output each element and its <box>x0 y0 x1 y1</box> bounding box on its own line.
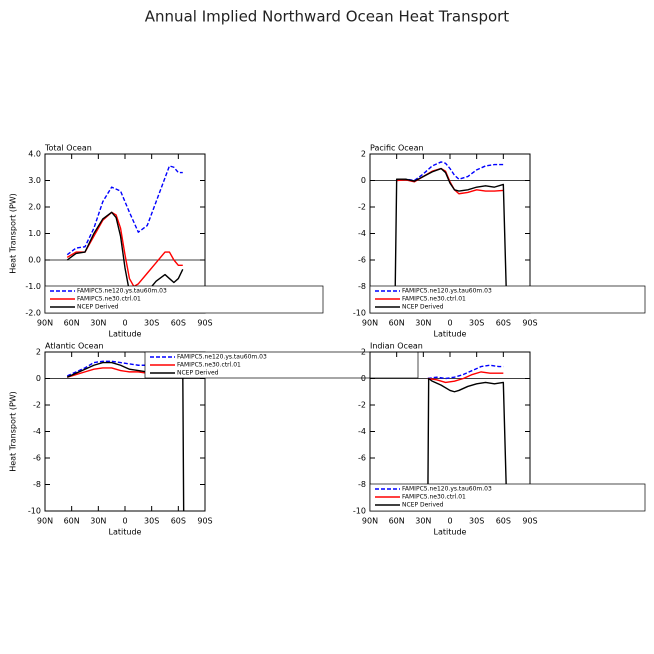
y-tick-label: 2 <box>361 150 366 159</box>
x-axis-label: Latitude <box>109 330 142 339</box>
panel-title: Total Ocean <box>44 144 92 153</box>
series-line <box>66 165 183 256</box>
legend-label: FAMIPC5.ne30.ctrl.01 <box>77 296 141 303</box>
x-axis-label: Latitude <box>434 528 467 537</box>
series-line <box>66 211 183 288</box>
x-tick-label: 60N <box>389 517 405 526</box>
x-tick-label: 60N <box>64 319 80 328</box>
legend-label: NCEP Derived <box>402 502 444 509</box>
y-tick-label: -10 <box>353 309 366 318</box>
y-tick-label: -2 <box>358 203 366 212</box>
y-tick-label: 1.0 <box>28 229 41 238</box>
panel: Total Ocean 90N 60N 30N 0 30S 60S 90S -2.0 -1.0 0.… <box>9 144 324 339</box>
y-tick-label: -2.0 <box>25 309 41 318</box>
legend-box <box>369 483 646 512</box>
x-tick-label: 30S <box>144 319 159 328</box>
panel: Pacific Ocean 90N 60N 30N 0 30S 60S 90S -10 -8 -6 -… <box>353 144 646 339</box>
legend-label: FAMIPC5.ne120.ys.tau60m.03 <box>402 288 492 295</box>
y-tick-label: 2 <box>36 348 41 357</box>
y-tick-label: -8 <box>358 282 366 291</box>
legend-label: FAMIPC5.ne120.ys.tau60m.03 <box>177 354 267 361</box>
y-axis-label: Heat Transport (PW) <box>9 193 18 274</box>
panel-title: Pacific Ocean <box>370 144 424 153</box>
x-axis-label: Latitude <box>109 528 142 537</box>
plot-frame <box>44 351 206 512</box>
y-tick-label: -6 <box>358 454 366 463</box>
series-line <box>394 167 508 314</box>
x-tick-label: 60S <box>496 319 511 328</box>
x-tick-label: 90N <box>37 319 53 328</box>
legend-box <box>369 285 646 314</box>
y-tick-label: -4 <box>358 229 366 238</box>
x-tick-label: 60S <box>171 319 186 328</box>
panel-title: Atlantic Ocean <box>45 342 104 351</box>
y-tick-label: 4.0 <box>28 150 41 159</box>
x-tick-label: 30N <box>90 517 106 526</box>
series-line <box>427 364 504 380</box>
panel: Indian Ocean 90N 60N 30N 0 30S 60S 90S -10 -8 -6 -4… <box>353 342 646 537</box>
legend-label: FAMIPC5.ne30.ctrl.01 <box>177 362 241 369</box>
x-axis-label: Latitude <box>434 330 467 339</box>
legend-label: FAMIPC5.ne30.ctrl.01 <box>402 494 466 501</box>
y-tick-label: -1.0 <box>25 282 41 291</box>
series-line <box>427 371 504 384</box>
x-tick-label: 0 <box>447 517 452 526</box>
x-tick-label: 30N <box>415 319 431 328</box>
x-tick-label: 90N <box>362 319 378 328</box>
y-tick-label: -10 <box>28 507 41 516</box>
y-tick-label: -8 <box>33 480 41 489</box>
legend-label: NCEP Derived <box>177 370 219 377</box>
x-tick-label: 60S <box>171 517 186 526</box>
x-tick-label: 60N <box>64 517 80 526</box>
x-tick-label: 60N <box>389 319 405 328</box>
y-tick-label: -8 <box>358 480 366 489</box>
x-tick-label: 0 <box>447 319 452 328</box>
legend-label: FAMIPC5.ne120.ys.tau60m.03 <box>402 486 492 493</box>
y-tick-label: 0 <box>361 176 366 185</box>
y-tick-label: -4 <box>358 427 366 436</box>
x-tick-label: 90N <box>362 517 378 526</box>
y-tick-label: 2.0 <box>28 203 41 212</box>
x-tick-label: 90S <box>522 517 537 526</box>
x-tick-label: 30N <box>90 319 106 328</box>
y-tick-label: -10 <box>353 507 366 516</box>
y-tick-label: 3.0 <box>28 176 41 185</box>
legend-label: FAMIPC5.ne30.ctrl.01 <box>402 296 466 303</box>
y-tick-label: 0.0 <box>28 256 41 265</box>
y-tick-label: 2 <box>361 348 366 357</box>
x-tick-label: 90N <box>37 517 53 526</box>
y-axis-label: Heat Transport (PW) <box>9 391 18 472</box>
x-tick-label: 90S <box>197 517 212 526</box>
legend-box <box>144 351 419 379</box>
x-tick-label: 0 <box>122 517 127 526</box>
legend-label: NCEP Derived <box>77 304 119 311</box>
y-tick-label: -2 <box>33 401 41 410</box>
series-line <box>66 360 179 377</box>
panel: Atlantic Ocean 90N 60N 30N 0 30S 60S 90S -10 -8 -6… <box>9 342 419 537</box>
y-tick-label: -4 <box>33 427 41 436</box>
x-tick-label: 30S <box>469 319 484 328</box>
y-tick-label: 0 <box>36 374 41 383</box>
legend-label: NCEP Derived <box>402 304 444 311</box>
figure-title: Annual Implied Northward Ocean Heat Tran… <box>145 8 510 26</box>
x-tick-label: 90S <box>197 319 212 328</box>
x-tick-label: 60S <box>496 517 511 526</box>
x-tick-label: 30S <box>469 517 484 526</box>
y-tick-label: 0 <box>361 374 366 383</box>
x-tick-label: 30S <box>144 517 159 526</box>
legend-box <box>44 285 324 314</box>
series-line <box>396 161 504 182</box>
panel-title: Indian Ocean <box>370 342 423 351</box>
x-tick-label: 0 <box>122 319 127 328</box>
x-tick-label: 90S <box>522 319 537 328</box>
y-tick-label: -6 <box>33 454 41 463</box>
y-tick-label: -2 <box>358 401 366 410</box>
series-line <box>427 377 508 512</box>
y-tick-label: -6 <box>358 256 366 265</box>
x-tick-label: 30N <box>415 517 431 526</box>
legend-label: FAMIPC5.ne120.ys.tau60m.03 <box>77 288 167 295</box>
